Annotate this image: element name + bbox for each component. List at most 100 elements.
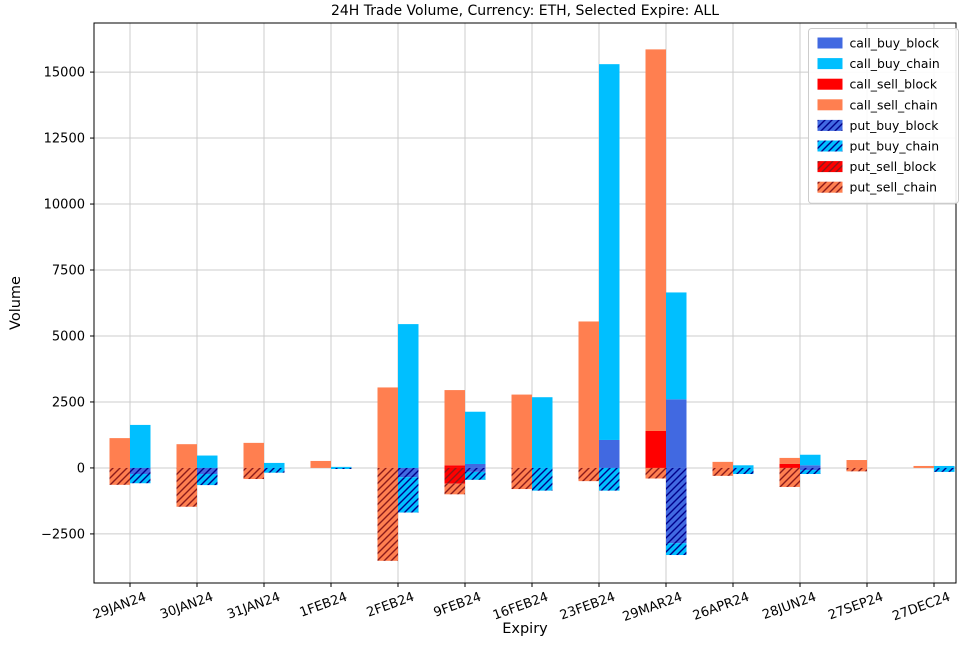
- bar-call_buy_chain-29MAR24: [666, 292, 687, 400]
- legend-swatch-call_buy_chain: [817, 58, 843, 70]
- bar-put_buy_block-28JUN24: [800, 467, 821, 471]
- y-tick-label-12500: 12500: [44, 132, 85, 147]
- legend-label-put_sell_chain: put_sell_chain: [850, 180, 938, 195]
- bar-call_sell_chain-9FEB24: [444, 390, 465, 466]
- bar-call_sell_chain-29MAR24: [645, 49, 666, 431]
- bar-put_buy_chain-9FEB24: [465, 471, 486, 480]
- bar-call_sell_block-29MAR24: [645, 430, 666, 468]
- legend-label-call_buy_chain: call_buy_chain: [850, 56, 940, 71]
- bar-put_sell_chain-2FEB24: [377, 467, 398, 561]
- bar-put_buy_block-29MAR24: [666, 467, 687, 544]
- legend-swatch-put_sell_block: [817, 161, 843, 173]
- bar-call_buy_chain-9FEB24: [465, 411, 486, 464]
- bar-put_buy_chain-23FEB24: [599, 467, 620, 491]
- x-axis-label: Expiry: [502, 621, 548, 637]
- bar-call_buy_chain-31JAN24: [264, 462, 285, 468]
- bar-put_sell_chain-31JAN24: [243, 467, 264, 480]
- x-tick-label-27SEP24: 27SEP24: [826, 590, 885, 624]
- bar-call_buy_chain-1FEB24: [331, 466, 352, 468]
- bar-put_buy_chain-29MAR24: [666, 543, 687, 556]
- legend-label-call_buy_block: call_buy_block: [850, 36, 940, 51]
- bar-call_buy_chain-2FEB24: [398, 324, 419, 468]
- legend-label-call_sell_block: call_sell_block: [850, 77, 938, 92]
- legend-swatch-call_buy_block: [817, 37, 843, 49]
- bar-put_sell_chain-23FEB24: [578, 467, 599, 482]
- bar-call_buy_chain-29JAN24: [130, 424, 151, 468]
- y-tick-label-15000: 15000: [44, 66, 85, 81]
- bar-put_buy_block-9FEB24: [465, 467, 486, 472]
- bar-call_sell_block-28JUN24: [779, 463, 800, 468]
- chart-title: 24H Trade Volume, Currency: ETH, Selecte…: [331, 3, 719, 19]
- bar-put_sell_chain-27SEP24: [846, 467, 867, 472]
- bar-put_buy_chain-30JAN24: [197, 474, 218, 486]
- y-tick-labels: −2500 0 2500 5000 7500 10000 12500 15000: [41, 66, 85, 543]
- bars: [109, 49, 955, 561]
- bar-call_sell_chain-30JAN24: [176, 444, 197, 468]
- bar-put_sell_block-9FEB24: [444, 467, 465, 484]
- axes: [90, 22, 957, 587]
- legend-swatch-call_sell_block: [817, 78, 843, 90]
- bar-call_buy_block-23FEB24: [599, 439, 620, 468]
- bar-call_sell_chain-28JUN24: [779, 457, 800, 464]
- bar-call_sell_chain-2FEB24: [377, 387, 398, 468]
- bar-call_buy_chain-27DEC24: [934, 465, 955, 468]
- bar-call_buy_chain-30JAN24: [197, 455, 218, 468]
- legend-box: [808, 28, 959, 204]
- bar-call_sell_chain-29JAN24: [109, 438, 130, 468]
- bar-put_sell_chain-26APR24: [712, 467, 733, 476]
- legend-label-put_sell_block: put_sell_block: [850, 159, 938, 174]
- bar-put_sell_chain-29JAN24: [109, 467, 130, 485]
- y-axis-label: Volume: [8, 276, 24, 330]
- bar-put_sell_chain-29MAR24: [645, 467, 666, 479]
- bar-call_sell_chain-27SEP24: [846, 460, 867, 468]
- bar-call_buy_chain-28JUN24: [800, 454, 821, 466]
- x-tick-label-1FEB24: 1FEB24: [298, 590, 350, 621]
- bar-put_buy_chain-16FEB24: [532, 467, 553, 491]
- bar-call_sell_chain-27DEC24: [913, 465, 934, 468]
- x-tick-label-30JAN24: 30JAN24: [158, 590, 215, 623]
- bar-put_buy_chain-31JAN24: [264, 467, 285, 473]
- bar-put_buy_chain-29JAN24: [130, 474, 151, 484]
- y-tick-label-5000: 5000: [52, 329, 85, 344]
- bar-call_buy_chain-16FEB24: [532, 397, 553, 468]
- x-tick-label-27DEC24: 27DEC24: [890, 590, 952, 625]
- x-tick-label-26APR24: 26APR24: [691, 590, 751, 624]
- bar-put_buy_chain-27DEC24: [934, 467, 955, 472]
- legend-swatch-call_sell_chain: [817, 99, 843, 111]
- x-tick-label-28JUN24: 28JUN24: [760, 590, 818, 623]
- legend-swatch-put_buy_block: [817, 119, 843, 131]
- x-tick-label-29JAN24: 29JAN24: [91, 590, 148, 623]
- bar-put_buy_block-2FEB24: [398, 467, 419, 478]
- bar-call_buy_block-9FEB24: [465, 463, 486, 468]
- bar-put_sell_chain-28JUN24: [779, 467, 800, 487]
- y-tick-label-2500: 2500: [52, 395, 85, 410]
- bar-call_sell_chain-26APR24: [712, 461, 733, 468]
- legend: call_buy_block call_buy_chain call_sell_bl…: [808, 28, 959, 204]
- bar-put_buy_chain-26APR24: [733, 467, 754, 475]
- x-tick-labels: 29JAN24 30JAN24 31JAN24 1FEB24 2FEB24 9FEB24 1…: [91, 590, 952, 625]
- bar-put_buy_block-29JAN24: [130, 467, 151, 475]
- bar-call_sell_chain-1FEB24: [310, 460, 331, 468]
- bar-put_sell_chain-16FEB24: [511, 467, 532, 490]
- bar-call_sell_chain-23FEB24: [578, 321, 599, 468]
- legend-swatch-put_buy_chain: [817, 140, 843, 152]
- legend-label-call_sell_chain: call_sell_chain: [850, 97, 938, 112]
- bar-put_sell_chain-30JAN24: [176, 467, 197, 507]
- x-tick-label-23FEB24: 23FEB24: [558, 590, 617, 624]
- bar-call_buy_block-29MAR24: [666, 399, 687, 468]
- bar-put_buy_block-30JAN24: [197, 467, 218, 475]
- bar-call_buy_chain-26APR24: [733, 465, 754, 468]
- x-tick-label-2FEB24: 2FEB24: [365, 590, 417, 621]
- bar-call_buy_block-28JUN24: [800, 465, 821, 468]
- bar-put_buy_chain-1FEB24: [331, 467, 352, 469]
- bar-call_sell_chain-31JAN24: [243, 442, 264, 468]
- legend-swatch-put_sell_chain: [817, 181, 843, 193]
- bar-put_buy_chain-28JUN24: [800, 470, 821, 475]
- y-tick-label-0: 0: [77, 461, 85, 476]
- y-tick-label--2500: −2500: [41, 527, 85, 542]
- bar-call_sell_block-9FEB24: [444, 465, 465, 468]
- y-tick-label-10000: 10000: [44, 198, 85, 213]
- bar-call_buy_chain-23FEB24: [599, 64, 620, 440]
